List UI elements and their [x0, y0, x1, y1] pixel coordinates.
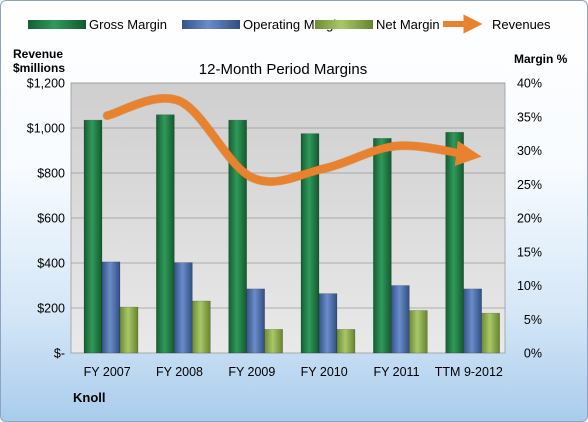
legend-swatch-gross — [28, 20, 86, 29]
left-tick-label: $1,200 — [27, 77, 65, 91]
bar-operating-margin — [101, 261, 121, 354]
bar-net-margin — [336, 329, 356, 354]
x-tick-label: FY 2011 — [373, 365, 419, 379]
bar-gross-margin — [373, 138, 392, 354]
legend-label-revenues: Revenues — [492, 17, 551, 32]
bar-operating-margin — [463, 288, 482, 354]
left-tick-label: $- — [54, 347, 65, 361]
bar-gross-margin — [83, 119, 103, 354]
right-tick-label: 25% — [517, 178, 542, 192]
right-axis-ticks: 0% 5% 10% 15% 20% 25% 30% 35% 40% — [517, 77, 542, 361]
x-tick-label: FY 2010 — [301, 365, 348, 379]
right-tick-label: 20% — [517, 212, 542, 226]
right-tick-label: 10% — [517, 279, 542, 293]
left-tick-label: $600 — [37, 212, 65, 226]
left-tick-label: $1,000 — [27, 122, 65, 136]
x-tick-label: FY 2007 — [84, 365, 131, 379]
x-tick-label: FY 2009 — [228, 365, 275, 379]
revenue-line — [103, 94, 482, 186]
bar-gross-margin — [445, 131, 464, 354]
left-axis-title-line1: Revenue — [13, 47, 63, 61]
bar-operating-margin — [391, 285, 410, 354]
legend-label-gross: Gross Margin — [89, 17, 167, 32]
legend: Gross Margin Operating Margin Net Margin… — [28, 14, 551, 34]
left-tick-label: $800 — [37, 167, 65, 181]
bar-gross-margin — [300, 133, 320, 354]
bar-operating-margin — [318, 293, 338, 354]
legend-item-net-margin: Net Margin — [315, 17, 440, 32]
legend-swatch-net — [315, 20, 373, 29]
right-tick-label: 5% — [524, 313, 542, 327]
left-tick-label: $400 — [37, 257, 65, 271]
right-tick-label: 15% — [517, 245, 542, 259]
right-tick-label: 35% — [517, 110, 542, 124]
left-axis-title-line2: $millions — [13, 61, 65, 75]
bar-net-margin — [119, 306, 139, 354]
bar-net-margin — [264, 329, 283, 354]
right-axis-title: Margin % — [514, 52, 568, 66]
right-tick-label: 40% — [517, 77, 542, 91]
left-tick-label: $200 — [37, 302, 65, 316]
x-tick-label: FY 2008 — [156, 365, 203, 379]
gridlines — [71, 82, 505, 309]
bar-net-margin — [409, 310, 428, 354]
chart-title: 12-Month Period Margins — [199, 61, 367, 78]
company-label: Knoll — [73, 390, 106, 405]
legend-swatch-operating — [182, 20, 240, 29]
bar-net-margin — [481, 312, 500, 354]
bar-gross-margin — [156, 114, 175, 354]
right-tick-label: 30% — [517, 144, 542, 158]
legend-item-gross-margin: Gross Margin — [28, 17, 167, 32]
left-axis-ticks: $- $200 $400 $600 $800 $1,000 $1,200 — [27, 77, 65, 361]
revenue-line-layer — [102, 93, 482, 187]
bar-operating-margin — [174, 262, 193, 354]
right-tick-label: 0% — [524, 347, 542, 361]
x-axis-ticks: FY 2007 FY 2008 FY 2009 FY 2010 FY 2011 TTM 9… — [84, 365, 503, 379]
bar-gross-margin — [228, 119, 247, 354]
bars — [83, 114, 500, 354]
legend-label-net: Net Margin — [376, 17, 440, 32]
bar-operating-margin — [246, 288, 265, 354]
bar-net-margin — [192, 300, 211, 354]
x-tick-label: TTM 9-2012 — [435, 365, 503, 379]
legend-item-revenues: Revenues — [443, 14, 551, 34]
